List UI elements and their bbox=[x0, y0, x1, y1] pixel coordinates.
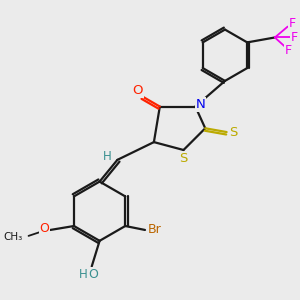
Text: N: N bbox=[195, 98, 205, 111]
Text: S: S bbox=[179, 152, 188, 165]
Text: F: F bbox=[291, 31, 298, 44]
Text: F: F bbox=[285, 44, 292, 57]
Text: CH₃: CH₃ bbox=[3, 232, 22, 242]
Text: S: S bbox=[229, 126, 238, 139]
Text: F: F bbox=[289, 17, 296, 30]
Text: O: O bbox=[39, 223, 49, 236]
Text: H: H bbox=[79, 268, 88, 281]
Text: O: O bbox=[89, 268, 99, 281]
Text: Br: Br bbox=[148, 224, 162, 236]
Text: O: O bbox=[133, 84, 143, 97]
Text: H: H bbox=[103, 150, 112, 164]
